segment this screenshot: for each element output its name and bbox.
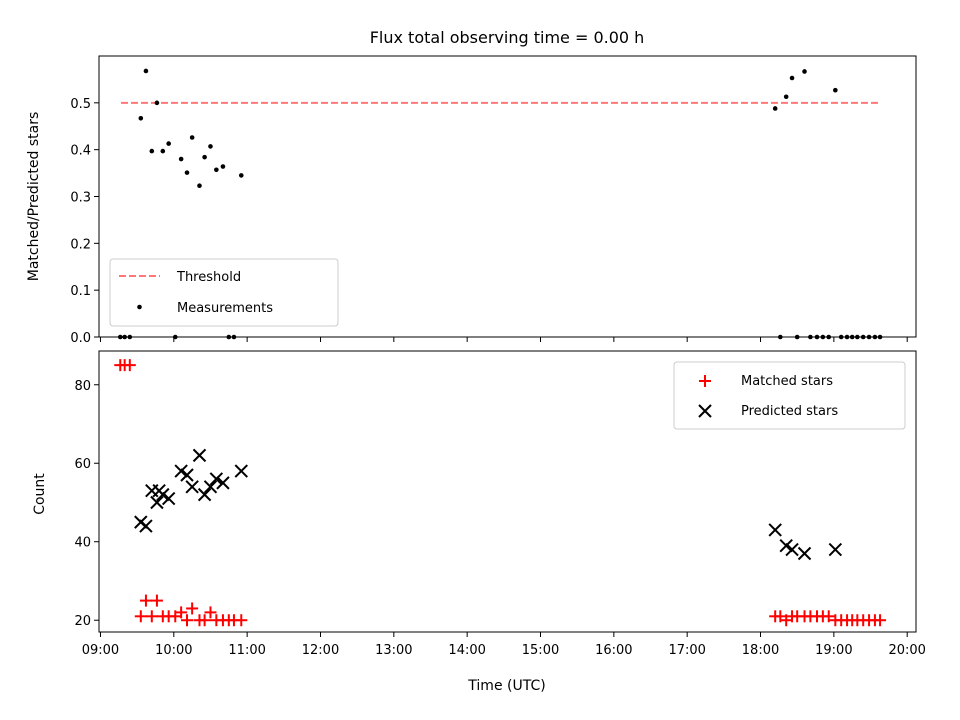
x-tick-label: 18:00 [742,643,779,658]
predicted-star-point [161,491,176,506]
count-x-axis: 09:00 10:00 11:00 12:00 13:00 14:00 15:00 16:00… [82,632,926,658]
predicted-star-point [216,476,230,490]
matched-star-point [822,610,835,623]
count-legend-box [673,361,906,430]
measurement-point [783,94,789,100]
matched-star-point [874,614,887,627]
measurement-point [197,183,202,189]
predicted-star-point [768,523,782,537]
matched-star-point [235,614,248,627]
predicted-star-point [156,487,170,502]
matched-star-point [150,594,163,607]
count-y-tick-label: 40 [74,536,91,551]
ratio-y-tick-label: 0.2 [70,237,91,252]
matched-star-point [181,614,194,627]
count-y-tick-label: 60 [74,457,91,472]
x-tick-label: 16:00 [595,643,632,658]
predicted-star-point [785,542,799,557]
count-series-layer [114,359,887,627]
measurement-point [238,173,244,178]
chart-title: Flux total observing time = 0.00 h [370,28,645,47]
measurement-point [833,87,838,93]
ratio-legend-box [109,258,339,327]
x-tick-label: 10:00 [155,643,192,658]
count-legend: Matched stars Predicted stars [673,361,906,430]
matched-legend-marker [699,375,711,387]
measurement-point [789,75,795,81]
measurement-point [143,68,149,74]
predicted-star-point [180,468,194,482]
predicted-star-point [234,464,248,478]
measurement-point [220,164,226,169]
measurement-point [178,156,184,162]
predicted-star-point [197,487,212,502]
matched-legend-label: Matched stars [741,374,833,389]
x-tick-label: 12:00 [302,643,339,658]
count-plot-frame [98,350,917,633]
predicted-legend-marker [698,404,712,418]
ratio-panel: 0.0 0.1 0.2 0.3 0.4 0.5 Matched/Predicted sta… [26,55,917,346]
x-tick-label: 13:00 [375,643,412,658]
measurement-point [160,148,166,154]
ratio-y-tick-label: 0.1 [70,284,91,299]
measurement-point [149,148,155,154]
ratio-x-ticks [99,337,908,342]
matched-star-point [145,610,158,623]
x-axis-label: Time (UTC) [467,678,545,694]
matched-star-point [175,606,188,619]
count-y-tick-label: 80 [74,379,91,394]
predicted-legend-label: Predicted stars [741,404,838,419]
x-tick-label: 15:00 [522,643,559,658]
matched-star-point [134,610,147,623]
measurement-point [166,141,171,146]
measurement-point [189,135,195,140]
ratio-legend: Threshold Measurements [109,258,339,327]
count-panel: 20 40 60 80 09:00 10:00 11:00 12:00 13:00 14:00 1… [32,350,926,694]
count-y-axis: 20 40 60 80 [74,379,99,629]
matched-star-point [204,606,217,619]
measurement-point [802,69,807,74]
predicted-star-point [797,546,812,561]
measurement-point [154,100,160,106]
predicted-star-point [779,538,793,553]
ratio-y-axis: 0.0 0.1 0.2 0.3 0.4 0.5 [70,97,99,346]
measurement-point [208,144,213,149]
measurements-legend-marker [137,304,142,310]
predicted-star-point [209,472,224,486]
count-y-axis-label: Count [32,473,48,515]
x-tick-label: 09:00 [82,643,119,658]
x-tick-label: 14:00 [448,643,485,658]
measurement-point [214,167,219,173]
measurement-point [138,115,144,121]
x-tick-label: 19:00 [815,643,852,658]
x-tick-label: 17:00 [668,643,705,658]
ratio-y-axis-label: Matched/Predicted stars [26,112,42,282]
ratio-y-tick-label: 0.0 [70,331,91,346]
matched-star-point [186,602,199,615]
predicted-star-point [192,448,207,463]
threshold-legend-label: Threshold [176,270,241,285]
measurement-point [184,170,190,175]
predicted-star-point [139,519,153,533]
ratio-y-tick-label: 0.5 [70,97,91,112]
measurements-legend-label: Measurements [177,301,273,316]
measurement-point [772,106,778,111]
count-y-tick-label: 20 [74,614,91,629]
matched-star-point [139,594,152,607]
measurement-point [202,154,207,160]
ratio-y-tick-label: 0.3 [70,191,91,206]
x-tick-label: 20:00 [888,643,925,658]
predicted-star-point [828,542,843,557]
predicted-star-point [203,480,218,494]
predicted-star-point [150,495,164,510]
predicted-star-point [185,480,199,494]
ratio-y-tick-label: 0.4 [70,144,91,159]
predicted-star-point [174,464,188,478]
matched-star-point [123,359,136,372]
x-tick-label: 11:00 [228,643,265,658]
matched-star-point [198,614,211,627]
